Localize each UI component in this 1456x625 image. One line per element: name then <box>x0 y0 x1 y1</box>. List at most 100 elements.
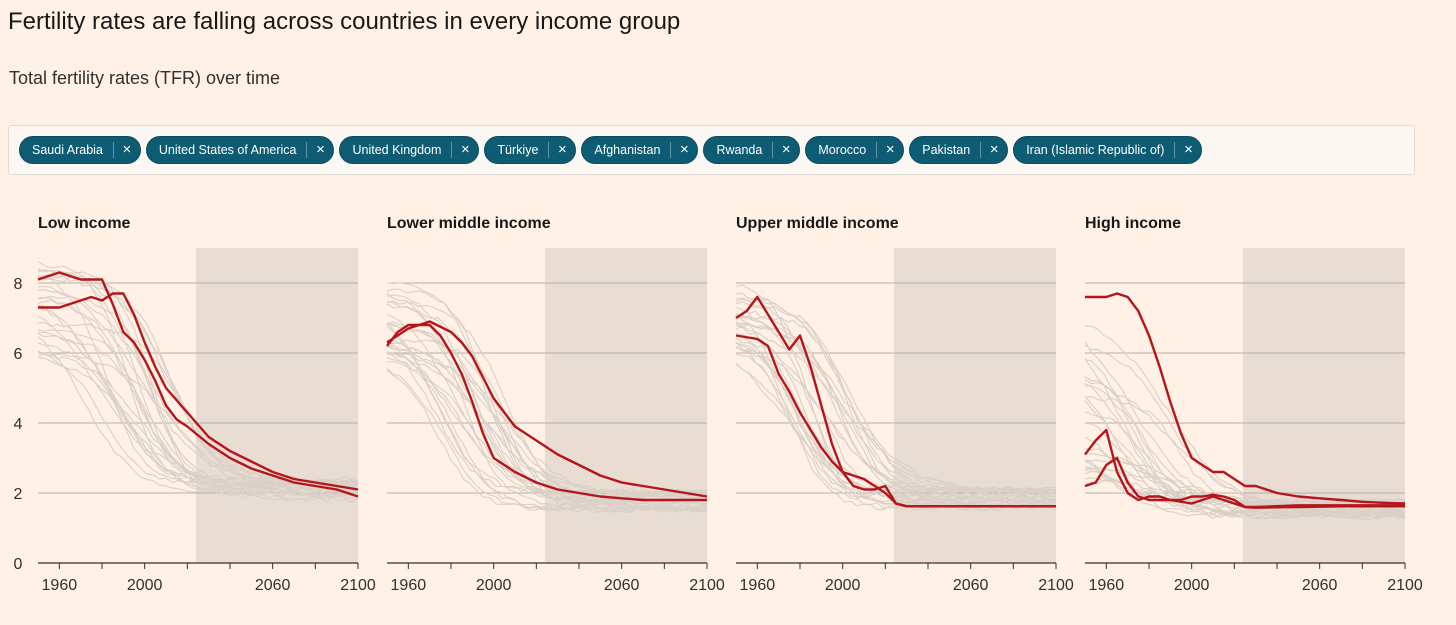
context-series-line <box>1084 453 1406 517</box>
country-chip[interactable]: Iran (Islamic Republic of) × <box>1013 136 1203 164</box>
country-chip[interactable]: United States of America × <box>145 136 335 164</box>
context-series-line <box>37 336 359 495</box>
country-chip-label: Afghanistan <box>594 143 661 157</box>
projection-shade <box>893 248 1056 563</box>
highlighted-series-line <box>1084 456 1405 509</box>
panel-title-low-income: Low income <box>38 215 131 232</box>
y-tick-label: 0 <box>14 556 23 573</box>
x-tick-label: 2100 <box>1038 577 1074 594</box>
y-tick-label: 4 <box>14 416 23 433</box>
context-series-line <box>37 315 359 503</box>
country-chip[interactable]: Afghanistan × <box>581 136 699 164</box>
panel-title-upper-middle-income: Upper middle income <box>736 215 899 232</box>
context-series-line <box>1084 422 1406 515</box>
x-tick-label: 2060 <box>953 577 989 594</box>
chip-divider <box>980 142 982 158</box>
x-tick-label: 2000 <box>127 577 163 594</box>
context-series-line <box>386 288 708 507</box>
x-tick-label: 1960 <box>740 577 776 594</box>
context-series-line <box>735 314 1057 497</box>
context-series-line <box>386 344 708 500</box>
close-icon[interactable]: × <box>316 141 325 158</box>
context-series-line <box>37 269 359 488</box>
context-series-line <box>1084 459 1406 508</box>
country-chip-label: United States of America <box>158 143 297 157</box>
context-series-line <box>735 337 1057 494</box>
context-series-line <box>386 339 708 513</box>
projection-shade <box>544 248 707 563</box>
close-icon[interactable]: × <box>122 141 132 158</box>
context-series-line <box>1084 436 1406 520</box>
context-series-line <box>735 324 1057 493</box>
chip-divider <box>112 142 114 158</box>
close-icon[interactable]: × <box>680 141 689 158</box>
country-chip[interactable]: Rwanda × <box>703 136 801 164</box>
close-icon[interactable]: × <box>781 141 791 158</box>
context-series-line <box>735 314 1057 503</box>
x-tick-label: 1960 <box>391 577 427 594</box>
chip-divider <box>772 142 774 158</box>
context-series-line <box>37 296 359 492</box>
y-tick-label: 6 <box>14 346 23 363</box>
context-series-line <box>735 341 1057 511</box>
x-tick-label: 2100 <box>689 577 725 594</box>
x-tick-label: 2100 <box>340 577 376 594</box>
panel-title-high-income: High income <box>1085 215 1182 232</box>
country-chip-label: United Kingdom <box>352 143 442 157</box>
x-tick-label: 2060 <box>604 577 640 594</box>
x-tick-label: 2000 <box>825 577 861 594</box>
country-chip[interactable]: Saudi Arabia × <box>19 136 141 164</box>
context-series-line <box>37 350 359 498</box>
chip-divider <box>670 142 672 158</box>
chip-divider <box>548 142 550 158</box>
country-chip[interactable]: Pakistan × <box>909 136 1009 164</box>
country-chip-list: Saudi Arabia × United States of America × Un… <box>19 136 1203 164</box>
chip-divider <box>451 142 453 158</box>
context-series-line <box>735 297 1057 503</box>
context-series-line <box>37 306 359 490</box>
context-series-line <box>386 322 708 496</box>
y-tick-label: 8 <box>14 276 23 293</box>
page-title: Fertility rates are falling across count… <box>8 8 681 35</box>
close-icon[interactable]: × <box>989 141 999 158</box>
country-chip-label: Türkiye <box>497 143 539 157</box>
context-series-line <box>1084 358 1406 520</box>
close-icon[interactable]: × <box>1184 141 1193 158</box>
x-tick-label: 2000 <box>1174 577 1210 594</box>
country-chip-label: Iran (Islamic Republic of) <box>1026 143 1165 157</box>
x-tick-label: 1960 <box>1089 577 1125 594</box>
panel-title-lower-middle-income: Lower middle income <box>387 215 551 232</box>
chip-divider <box>306 142 308 158</box>
highlighted-series-line <box>38 292 359 491</box>
highlighted-series-line <box>386 320 708 498</box>
context-series-line <box>735 298 1057 497</box>
context-series-line <box>1084 325 1405 513</box>
chip-divider <box>1174 142 1176 158</box>
context-series-line <box>386 357 708 513</box>
context-series-line <box>386 344 708 505</box>
country-filter-box[interactable]: Saudi Arabia × United States of America × Un… <box>8 125 1415 175</box>
context-series-line <box>386 303 708 506</box>
country-chip[interactable]: United Kingdom × <box>339 136 480 164</box>
context-series-line <box>735 284 1057 503</box>
country-chip[interactable]: Türkiye × <box>484 136 577 164</box>
context-series-line <box>37 299 359 493</box>
x-tick-label: 2060 <box>1302 577 1338 594</box>
context-series-line <box>1084 379 1406 515</box>
page-subtitle: Total fertility rates (TFR) over time <box>9 68 281 88</box>
country-chip[interactable]: Morocco × <box>805 136 905 164</box>
country-chip-label: Saudi Arabia <box>32 143 103 157</box>
x-tick-label: 2100 <box>1387 577 1423 594</box>
context-series-line <box>37 332 359 496</box>
y-tick-label: 2 <box>14 486 23 503</box>
context-series-line <box>386 345 708 498</box>
country-chip-label: Pakistan <box>922 143 971 157</box>
x-tick-label: 1960 <box>42 577 78 594</box>
close-icon[interactable]: × <box>558 141 567 158</box>
close-icon[interactable]: × <box>885 141 895 158</box>
context-series-line <box>735 362 1057 500</box>
x-tick-label: 2000 <box>476 577 512 594</box>
country-chip-label: Rwanda <box>716 143 763 157</box>
close-icon[interactable]: × <box>461 141 470 158</box>
